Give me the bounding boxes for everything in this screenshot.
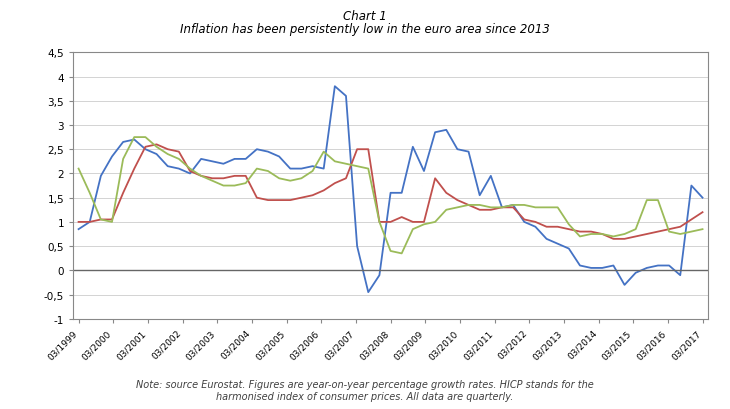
HICP excl. energy and food xyxy=(74,220,83,225)
Text: Chart 1: Chart 1 xyxy=(343,10,387,23)
GDP Deflator xyxy=(96,218,105,222)
HICP xyxy=(242,157,250,162)
HICP excl. energy and food xyxy=(609,237,618,242)
HICP xyxy=(531,225,539,229)
HICP xyxy=(74,227,83,232)
GDP Deflator xyxy=(353,164,361,169)
HICP excl. energy and food xyxy=(152,143,161,148)
Line: GDP Deflator: GDP Deflator xyxy=(79,138,702,254)
GDP Deflator xyxy=(107,220,116,225)
GDP Deflator xyxy=(130,135,139,140)
HICP excl. energy and food xyxy=(509,205,518,210)
GDP Deflator xyxy=(698,227,707,232)
GDP Deflator xyxy=(520,203,529,208)
GDP Deflator xyxy=(74,167,83,172)
HICP xyxy=(698,196,707,201)
GDP Deflator xyxy=(397,251,406,256)
HICP excl. energy and food xyxy=(698,210,707,215)
HICP xyxy=(96,174,105,179)
GDP Deflator xyxy=(531,205,539,210)
Line: HICP excl. energy and food: HICP excl. energy and food xyxy=(79,145,702,239)
HICP xyxy=(520,220,529,225)
GDP Deflator xyxy=(253,167,261,172)
HICP xyxy=(364,290,372,295)
HICP xyxy=(331,85,339,90)
Text: Inflation has been persistently low in the euro area since 2013: Inflation has been persistently low in t… xyxy=(180,22,550,36)
Text: Note: source Eurostat. Figures are year-on-year percentage growth rates. HICP st: Note: source Eurostat. Figures are year-… xyxy=(136,379,594,401)
HICP excl. energy and food xyxy=(96,218,105,222)
HICP excl. energy and food xyxy=(353,147,361,152)
HICP excl. energy and food xyxy=(107,218,116,222)
HICP xyxy=(353,244,361,249)
Line: HICP: HICP xyxy=(79,87,702,292)
HICP excl. energy and food xyxy=(253,196,261,201)
HICP xyxy=(107,155,116,160)
HICP excl. energy and food xyxy=(520,218,529,222)
